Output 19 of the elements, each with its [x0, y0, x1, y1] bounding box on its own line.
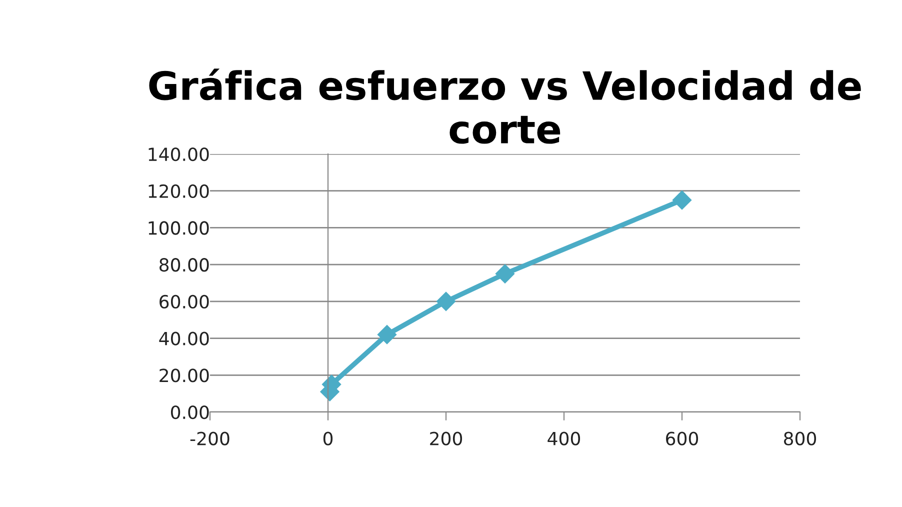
point: [377, 325, 397, 344]
x-tick-label: 0: [323, 432, 333, 446]
x-tick-label: -200: [190, 432, 230, 446]
point: [495, 264, 515, 284]
x-tick-label: 400: [548, 432, 580, 446]
x-tick-label: 800: [784, 432, 816, 446]
y-tick-label: 140.00: [148, 147, 209, 162]
x-tick-label: 200: [430, 432, 462, 446]
y-tick-label: 0.00: [170, 405, 209, 420]
y-tick-label: 80.00: [160, 258, 209, 272]
point: [672, 190, 692, 210]
y-tick-label: 120.00: [148, 184, 209, 198]
y-tick-label: 100.00: [148, 221, 209, 235]
point: [436, 292, 456, 311]
y-tick-label: 20.00: [160, 368, 209, 382]
chart-title: Gráfica esfuerzo vs Velocidad de corte: [149, 68, 861, 144]
y-tick-label: 60.00: [160, 294, 209, 309]
y-tick-label: 40.00: [159, 332, 209, 346]
x-tick-label: 600: [666, 432, 698, 446]
